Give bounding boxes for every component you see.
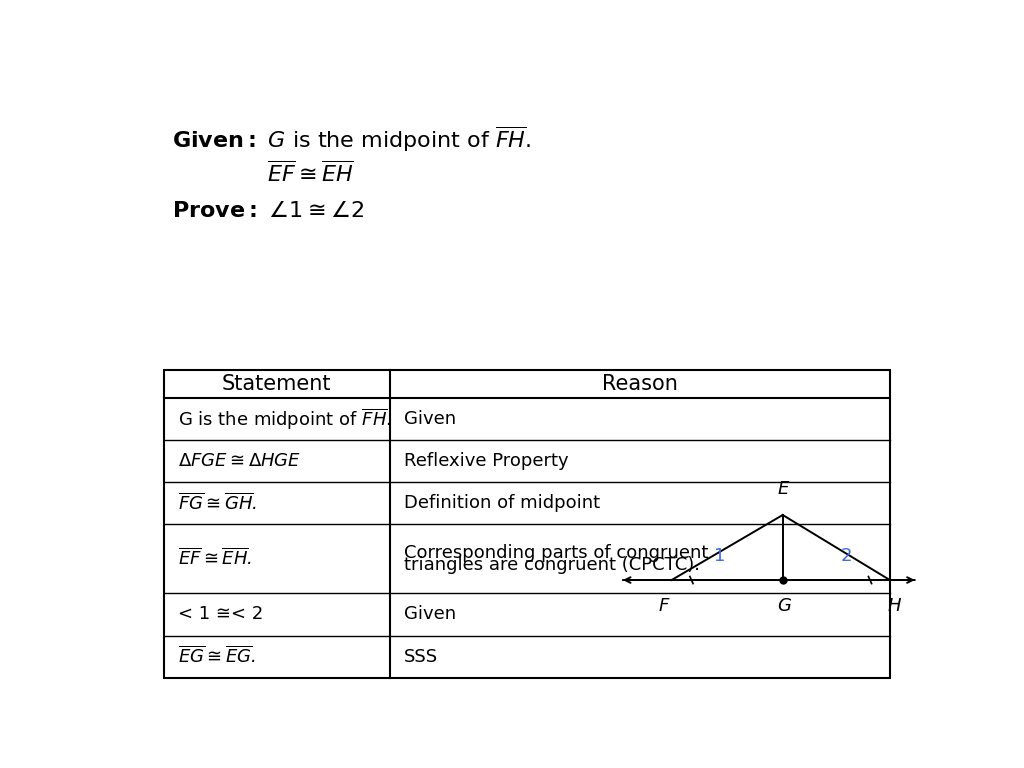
Text: E: E: [777, 481, 788, 498]
Text: < 1 ≅< 2: < 1 ≅< 2: [178, 605, 263, 624]
Text: Definition of midpoint: Definition of midpoint: [404, 494, 600, 512]
Text: Reason: Reason: [602, 374, 678, 394]
Text: Corresponding parts of congruent: Corresponding parts of congruent: [404, 544, 709, 562]
Text: $\overline{EG} \cong \overline{EG}$.: $\overline{EG} \cong \overline{EG}$.: [178, 646, 256, 667]
Bar: [164, 370, 890, 677]
Text: 2: 2: [841, 548, 852, 565]
Text: $\overline{FG} \cong \overline{GH}$.: $\overline{FG} \cong \overline{GH}$.: [178, 492, 257, 514]
Text: F: F: [658, 597, 669, 614]
Text: $\mathbf{Prove:}$ $\angle 1 \cong \angle 2$: $\mathbf{Prove:}$ $\angle 1 \cong \angle…: [172, 200, 364, 221]
Text: 1: 1: [714, 548, 725, 565]
Text: $\overline{EF} \cong \overline{EH}$: $\overline{EF} \cong \overline{EH}$: [267, 161, 354, 187]
Text: $\Delta FGE \cong \Delta HGE$: $\Delta FGE \cong \Delta HGE$: [178, 452, 301, 470]
Text: Statement: Statement: [222, 374, 332, 394]
Text: SSS: SSS: [404, 647, 438, 666]
Text: triangles are congruent (CPCTC).: triangles are congruent (CPCTC).: [404, 555, 700, 574]
Text: $\mathbf{Given:}$ $G$ is the midpoint of $\overline{FH}$.: $\mathbf{Given:}$ $G$ is the midpoint of…: [172, 124, 530, 154]
Text: H: H: [887, 597, 900, 614]
Text: Reflexive Property: Reflexive Property: [404, 452, 568, 470]
Text: G: G: [777, 597, 792, 614]
Text: G is the midpoint of $\overline{FH}$.: G is the midpoint of $\overline{FH}$.: [178, 406, 391, 432]
Text: Given: Given: [404, 605, 457, 624]
Text: Given: Given: [404, 410, 457, 428]
Text: $\overline{EF} \cong \overline{EH}$.: $\overline{EF} \cong \overline{EH}$.: [178, 548, 252, 569]
